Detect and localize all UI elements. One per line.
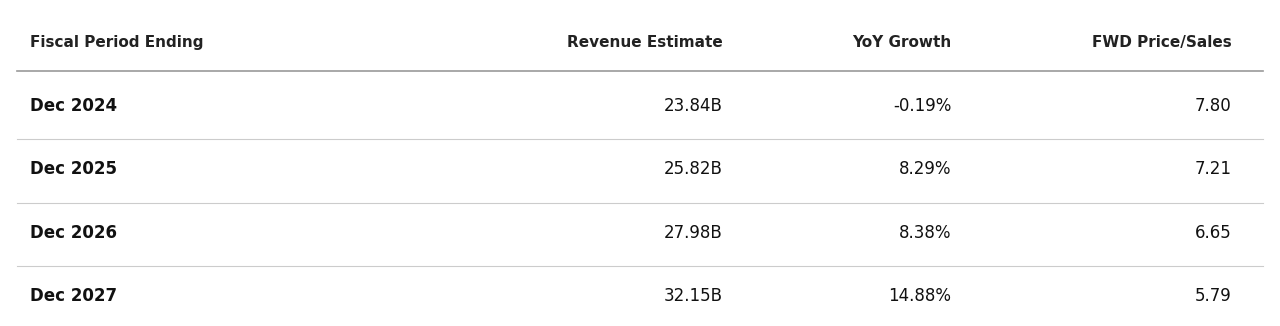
Text: FWD Price/Sales: FWD Price/Sales	[1092, 35, 1231, 50]
Text: 7.80: 7.80	[1194, 97, 1231, 115]
Text: Revenue Estimate: Revenue Estimate	[567, 35, 723, 50]
Text: 8.38%: 8.38%	[899, 224, 951, 242]
Text: 8.29%: 8.29%	[899, 160, 951, 178]
Text: Dec 2024: Dec 2024	[29, 97, 116, 115]
Text: Dec 2027: Dec 2027	[29, 288, 116, 305]
Text: 32.15B: 32.15B	[663, 288, 723, 305]
Text: 6.65: 6.65	[1194, 224, 1231, 242]
Text: Fiscal Period Ending: Fiscal Period Ending	[29, 35, 204, 50]
Text: 27.98B: 27.98B	[664, 224, 723, 242]
Text: 25.82B: 25.82B	[664, 160, 723, 178]
Text: Dec 2026: Dec 2026	[29, 224, 116, 242]
Text: 23.84B: 23.84B	[664, 97, 723, 115]
Text: 14.88%: 14.88%	[888, 288, 951, 305]
Text: -0.19%: -0.19%	[893, 97, 951, 115]
Text: 7.21: 7.21	[1194, 160, 1231, 178]
Text: Dec 2025: Dec 2025	[29, 160, 116, 178]
Text: YoY Growth: YoY Growth	[852, 35, 951, 50]
Text: 5.79: 5.79	[1194, 288, 1231, 305]
